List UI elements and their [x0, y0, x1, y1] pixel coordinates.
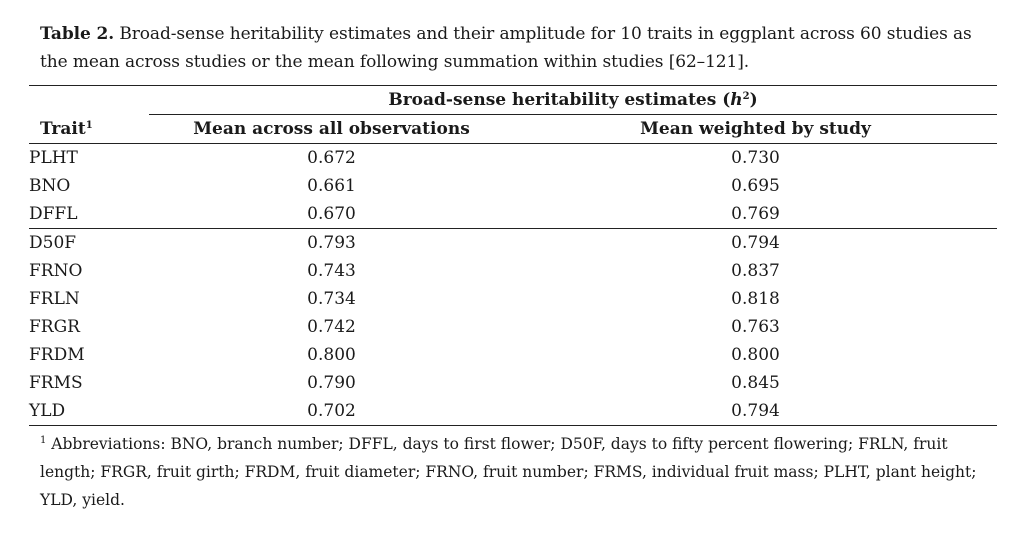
mean-weighted-cell: 0.837	[731, 261, 780, 281]
mean-all-cell: 0.742	[307, 317, 356, 337]
mean-all-cell: 0.661	[307, 176, 356, 196]
trait-cell: D50F	[29, 228, 149, 257]
trait-cell: FRNO	[29, 261, 83, 281]
mean-all-cell: 0.743	[307, 261, 356, 281]
table-footnote: 1 Abbreviations: BNO, branch number; DFF…	[40, 430, 995, 514]
table-caption: Table 2. Broad-sense heritability estima…	[40, 20, 995, 76]
footnote-text: Abbreviations: BNO, branch number; DFFL,…	[40, 435, 977, 509]
mean-all-cell: 0.672	[307, 148, 356, 168]
trait-cell: FRDM	[29, 345, 85, 365]
mean-weighted-cell: 0.818	[731, 289, 780, 309]
table-row: BNO 0.661 0.695	[29, 172, 997, 200]
table-row: FRLN 0.734 0.818	[29, 285, 997, 313]
column-header-mean-weighted: Mean weighted by study	[514, 114, 997, 144]
mean-all-cell: 0.793	[149, 228, 514, 257]
footnote-marker: 1	[40, 435, 47, 446]
mean-all-cell: 0.790	[307, 373, 356, 393]
mean-weighted-cell: 0.845	[731, 373, 780, 393]
table-row: D50F 0.793 0.794	[29, 228, 997, 257]
table-row: PLHT 0.672 0.730	[29, 144, 997, 173]
trait-cell: PLHT	[29, 148, 78, 168]
trait-cell: FRMS	[29, 373, 83, 393]
trait-cell: YLD	[29, 397, 149, 426]
column-header-trait: Trait1	[29, 114, 149, 144]
table-row: FRDM 0.800 0.800	[29, 341, 997, 369]
mean-weighted-cell: 0.763	[731, 317, 780, 337]
heritability-table: Broad-sense heritability estimates (h2) …	[29, 85, 997, 426]
mean-weighted-cell: 0.794	[514, 228, 997, 257]
table-row: YLD 0.702 0.794	[29, 397, 997, 426]
caption-text: Broad-sense heritability estimates and t…	[40, 24, 972, 72]
mean-weighted-cell: 0.800	[731, 345, 780, 365]
table-row: FRMS 0.790 0.845	[29, 369, 997, 397]
trait-cell: FRLN	[29, 289, 80, 309]
trait-cell: DFFL	[29, 204, 78, 224]
table-body: PLHT 0.672 0.730 BNO 0.661 0.695 DFFL 0.…	[29, 144, 997, 426]
mean-weighted-cell: 0.730	[731, 148, 780, 168]
mean-all-cell: 0.702	[149, 397, 514, 426]
header-blank-cell	[29, 85, 149, 115]
trait-cell: FRGR	[29, 317, 80, 337]
mean-all-cell: 0.670	[307, 204, 356, 224]
table-row: FRNO 0.743 0.837	[29, 257, 997, 285]
trait-cell: BNO	[29, 176, 71, 196]
mean-weighted-cell: 0.794	[514, 397, 997, 426]
mean-all-cell: 0.800	[307, 345, 356, 365]
group-header: Broad-sense heritability estimates (h2)	[149, 85, 997, 115]
table-row: FRGR 0.742 0.763	[29, 313, 997, 341]
mean-weighted-cell: 0.769	[731, 204, 780, 224]
column-header-mean-all: Mean across all observations	[149, 114, 514, 144]
mean-all-cell: 0.734	[307, 289, 356, 309]
caption-label: Table 2.	[40, 24, 115, 44]
table-row: DFFL 0.670 0.769	[29, 200, 997, 229]
mean-weighted-cell: 0.695	[731, 176, 780, 196]
